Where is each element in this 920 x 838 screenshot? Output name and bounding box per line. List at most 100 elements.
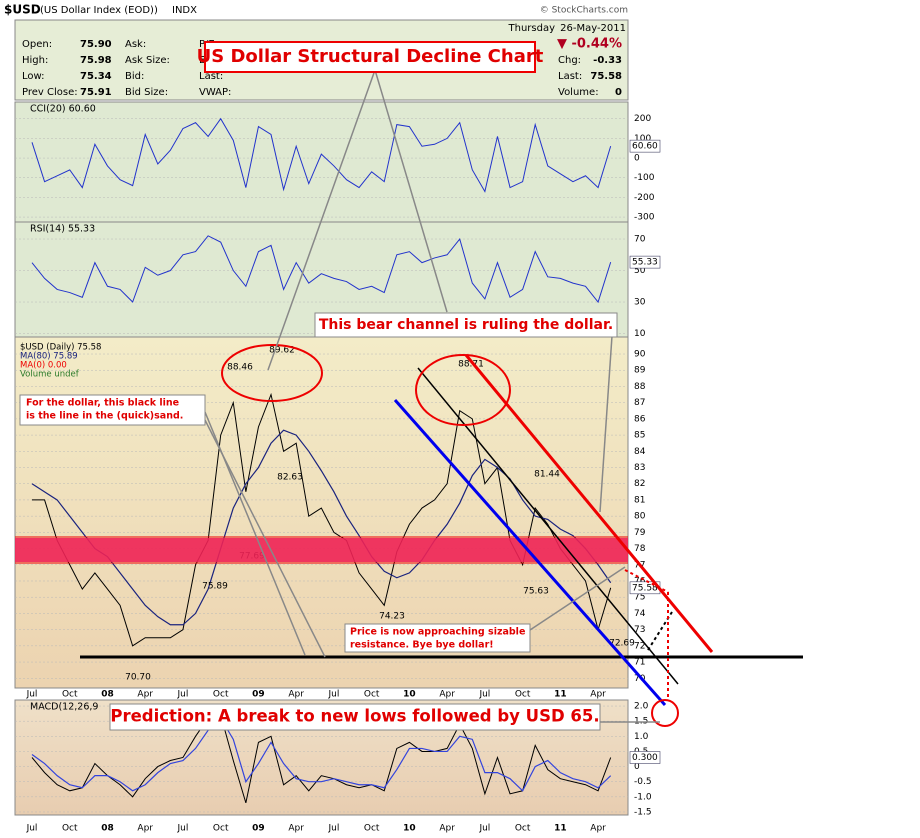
label: VWAP: <box>199 87 231 98</box>
exchange: INDX <box>172 5 197 16</box>
y-tick-label: 85 <box>634 431 645 441</box>
point-label: 75.89 <box>202 582 228 592</box>
x-tick-label: Apr <box>439 690 455 700</box>
date: 26-May-2011 <box>560 23 626 34</box>
credit: © StockCharts.com <box>540 6 628 16</box>
point-label: 88.46 <box>227 363 253 373</box>
x-tick-label: Jul <box>177 824 189 834</box>
last-box <box>629 751 661 764</box>
channel-note: This bear channel is ruling the dollar. <box>319 317 613 333</box>
x-tick-label: Jul <box>177 690 189 700</box>
legend-entry: MA(0) 0.00 <box>20 361 67 371</box>
x-tick-label: 08 <box>101 690 114 700</box>
value: 75.58 <box>590 71 622 82</box>
y-tick-label: 73 <box>634 625 645 635</box>
point-label: 72.69 <box>609 639 635 649</box>
point-label: 70.70 <box>125 673 151 683</box>
x-tick-label: 10 <box>403 824 416 834</box>
y-tick-label: 87 <box>634 398 645 408</box>
channel-box <box>314 312 618 338</box>
resist-note: resistance. Bye bye dollar! <box>350 640 494 651</box>
x-tick-label: Oct <box>515 690 531 700</box>
x-tick-label: 09 <box>252 690 265 700</box>
x-tick-label: Oct <box>213 824 229 834</box>
overlays <box>15 69 803 727</box>
channel-low <box>393 399 667 706</box>
name: (US Dollar Index (EOD)) <box>40 5 158 16</box>
y-tick-label: 10 <box>634 329 646 339</box>
panel-title: RSI(14) 55.33 <box>30 224 95 235</box>
value: 75.98 <box>80 55 112 66</box>
x-tick-label: Apr <box>590 824 606 834</box>
panel-title: CCI(20) 60.60 <box>30 104 96 115</box>
callout <box>599 335 613 513</box>
x-tick-label: Jul <box>478 824 490 834</box>
value: 0 <box>615 87 622 98</box>
x-tick-label: Oct <box>62 690 78 700</box>
point-label: 75.63 <box>523 587 549 597</box>
panel-title: MACD(12,26,9 <box>30 702 98 713</box>
resist-box <box>344 623 531 653</box>
point-label: 81.44 <box>534 470 560 480</box>
value: -0.33 <box>593 55 622 66</box>
y-tick-label: 82 <box>634 479 645 489</box>
series-line <box>31 714 612 804</box>
y-tick-label: 2.0 <box>634 702 649 712</box>
value: 75.91 <box>80 87 112 98</box>
label: Open: <box>22 39 52 50</box>
value: 75.34 <box>80 71 112 82</box>
y-tick-label: -1.0 <box>634 792 652 802</box>
y-tick-label: 84 <box>634 447 646 457</box>
series-line <box>31 717 612 792</box>
x-tick-label: Oct <box>515 824 531 834</box>
title: US Dollar Structural Decline Chart <box>197 46 544 67</box>
x-tick-label: Oct <box>213 690 229 700</box>
series-line <box>31 117 612 193</box>
label: Bid Size: <box>125 87 168 98</box>
y-tick-label: 89 <box>634 366 646 376</box>
last-box <box>629 255 661 269</box>
y-tick-label: -100 <box>634 173 655 183</box>
legend-entry: $USD (Daily) 75.58 <box>20 343 101 353</box>
label: Ask: <box>125 39 146 50</box>
y-tick-label: 76 <box>634 576 646 586</box>
x-tick-label: Apr <box>137 690 153 700</box>
series-line <box>31 235 612 304</box>
last-value: 0.300 <box>632 753 658 763</box>
y-tick-label: 90 <box>634 350 646 360</box>
legend-entry: MA(80) 75.89 <box>20 352 78 362</box>
sand-note: is the line in the (quick)sand. <box>26 411 183 422</box>
sand-note: For the dollar, this black line <box>26 398 179 409</box>
symbol: $USD <box>4 3 41 17</box>
label: Last: <box>558 71 582 82</box>
y-tick-label: -0.5 <box>634 777 652 787</box>
x-tick-label: Jul <box>478 690 490 700</box>
y-tick-label: 0 <box>634 154 640 164</box>
circle <box>415 354 511 426</box>
x-tick-label: 08 <box>101 824 114 834</box>
point-label: 89.62 <box>269 346 295 356</box>
label: Chg: <box>558 55 581 66</box>
x-tick-label: 10 <box>403 690 416 700</box>
sand-box <box>19 394 206 426</box>
x-tick-label: Apr <box>288 824 304 834</box>
last-value: 60.60 <box>632 142 658 152</box>
x-tick-label: 09 <box>252 824 265 834</box>
y-tick-label: 83 <box>634 463 645 473</box>
callout <box>267 69 376 371</box>
y-tick-label: -200 <box>634 193 655 203</box>
x-tick-label: Apr <box>439 824 455 834</box>
y-tick-label: 74 <box>634 609 646 619</box>
y-tick-label: -1.5 <box>634 807 652 817</box>
x-tick-label: Oct <box>62 824 78 834</box>
y-tick-label: 75 <box>634 593 645 603</box>
y-tick-label: 200 <box>634 114 651 124</box>
circle <box>221 344 323 402</box>
label: Prev Close: <box>22 87 78 98</box>
label: Ask Size: <box>125 55 170 66</box>
label: Low: <box>22 71 45 82</box>
x-tick-label: Oct <box>364 824 380 834</box>
callout <box>204 411 306 656</box>
x-tick-label: Jul <box>26 690 38 700</box>
